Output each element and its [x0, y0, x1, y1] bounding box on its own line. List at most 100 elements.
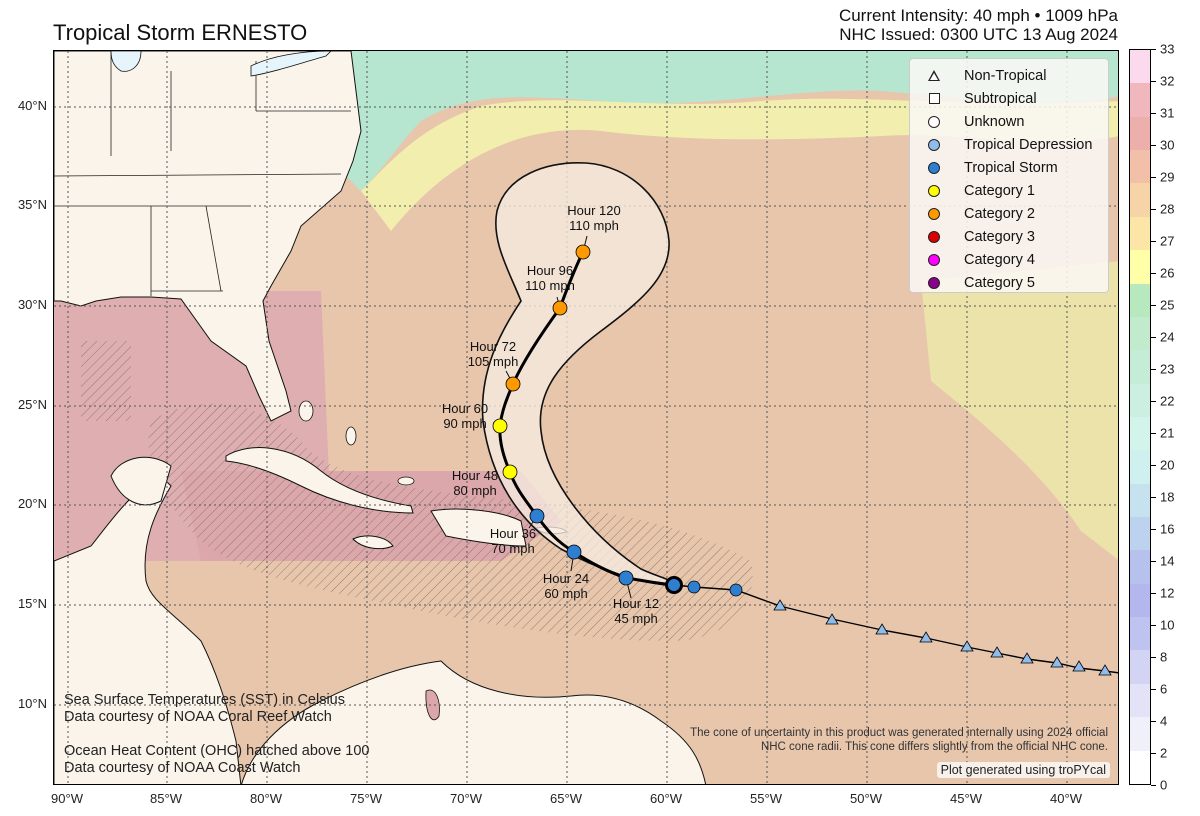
- colorbar-tick-label: 20: [1160, 457, 1175, 473]
- colorbar-segment: [1130, 316, 1150, 351]
- label-hour-12: Hour 12: [613, 596, 659, 611]
- label-wind-72: 105 mph: [468, 354, 519, 369]
- circle-icon: [926, 183, 942, 199]
- colorbar-tick: [1151, 625, 1156, 626]
- legend-item-subtropical: Subtropical: [910, 87, 1108, 110]
- colorbar-segment: [1130, 517, 1150, 551]
- colorbar-tick-label: 23: [1160, 361, 1175, 377]
- colorbar-tick-label: 26: [1160, 265, 1175, 281]
- legend-item-category-5: Category 5: [910, 271, 1108, 294]
- circle-icon: [926, 137, 942, 153]
- lon-label-80w: 80°W: [250, 791, 282, 806]
- colorbar-tick: [1151, 785, 1156, 786]
- land-south-america: [241, 660, 707, 784]
- colorbar-segment: [1130, 116, 1150, 151]
- square-icon: [926, 91, 942, 107]
- circle-icon: [926, 229, 942, 245]
- forecast-point-hour-24: [566, 544, 582, 560]
- colorbar-tick: [1151, 593, 1156, 594]
- past-track-points: [687, 580, 1112, 676]
- colorbar-tick-label: 31: [1160, 105, 1175, 121]
- lon-label-65w: 65°W: [550, 791, 582, 806]
- label-wind-24: 60 mph: [544, 586, 587, 601]
- colorbar-segment: [1130, 550, 1150, 584]
- colorbar-segment: [1130, 50, 1150, 84]
- land-jamaica: [352, 535, 394, 550]
- ohc-note: Ocean Heat Content (OHC) hatched above 1…: [64, 743, 370, 776]
- colorbar-tick-label: 33: [1160, 41, 1175, 57]
- ohc-hatched-gulf: [81, 341, 131, 421]
- colorbar-segment: [1130, 650, 1150, 684]
- lat-label-35n: 35°N: [17, 197, 47, 212]
- lon-label-55w: 55°W: [750, 791, 782, 806]
- colorbar-tick: [1151, 49, 1156, 50]
- colorbar-tick: [1151, 689, 1156, 690]
- colorbar-segment: [1130, 717, 1150, 751]
- colorbar-tick-label: 29: [1160, 169, 1175, 185]
- lat-label-30n: 30°N: [17, 297, 47, 312]
- colorbar-tick: [1151, 113, 1156, 114]
- legend-item-category-4: Category 4: [910, 248, 1108, 271]
- colorbar-tick: [1151, 273, 1156, 274]
- lake-maracaibo: [425, 689, 440, 721]
- label-wind-120: 110 mph: [569, 218, 619, 233]
- legend-item-non-tropical: Non-Tropical: [910, 64, 1108, 87]
- colorbar-tick: [1151, 561, 1156, 562]
- colorbar-segment: [1130, 83, 1150, 117]
- forecast-point-hour-96: [552, 300, 568, 316]
- lon-label-85w: 85°W: [150, 791, 182, 806]
- colorbar-segment: [1130, 350, 1150, 384]
- lon-label-50w: 50°W: [850, 791, 882, 806]
- legend-item-category-2: Category 2: [910, 202, 1108, 225]
- lon-label-90w: 90°W: [51, 791, 83, 806]
- current-position-marker[interactable]: [665, 576, 683, 594]
- lon-label-40w: 40°W: [1050, 791, 1082, 806]
- land-yucatan: [110, 456, 172, 506]
- circle-icon: [926, 160, 942, 176]
- colorbar-tick: [1151, 145, 1156, 146]
- colorbar-tick-label: 16: [1160, 521, 1175, 537]
- colorbar-segment: [1130, 216, 1150, 251]
- label-hour-96: Hour 96: [527, 263, 573, 278]
- colorbar-segment: [1130, 617, 1150, 651]
- label-wind-60: 90 mph: [443, 416, 486, 431]
- label-hour-24: Hour 24: [543, 571, 589, 586]
- circle-icon: [926, 114, 942, 130]
- colorbar-segment: [1130, 283, 1150, 317]
- label-wind-96: 110 mph: [525, 278, 575, 293]
- colorbar-tick-label: 22: [1160, 393, 1175, 409]
- lon-label-45w: 45°W: [950, 791, 982, 806]
- forecast-point-hour-60: [492, 418, 508, 434]
- legend-item-category-3: Category 3: [910, 225, 1108, 248]
- circle-icon: [926, 252, 942, 268]
- colorbar-segment: [1130, 183, 1150, 217]
- colorbar-segment: [1130, 683, 1150, 718]
- sst-east-yellow: [921, 261, 1118, 560]
- map-canvas: Hour 12 45 mph Hour 24 60 mph Hour 36 70…: [54, 51, 1118, 784]
- colorbar-segment: [1130, 250, 1150, 284]
- forecast-point-hour-72: [505, 376, 521, 392]
- colorbar-segment: [1130, 416, 1150, 451]
- sst-colorbar: [1129, 49, 1151, 785]
- colorbar-tick: [1151, 241, 1156, 242]
- land-cuba: [225, 447, 414, 514]
- label-hour-120: Hour 120: [567, 203, 620, 218]
- colorbar-tick: [1151, 465, 1156, 466]
- lat-label-10n: 10°N: [17, 696, 47, 711]
- colorbar-tick-label: 0: [1160, 777, 1168, 793]
- colorbar-segment: [1130, 750, 1150, 784]
- colorbar-segment: [1130, 383, 1150, 417]
- colorbar-tick-label: 32: [1160, 73, 1175, 89]
- label-wind-48: 80 mph: [453, 483, 496, 498]
- lat-label-15n: 15°N: [17, 596, 47, 611]
- label-wind-36: 70 mph: [491, 541, 534, 556]
- nhc-issued-time: NHC Issued: 0300 UTC 13 Aug 2024: [839, 25, 1118, 44]
- cone-of-uncertainty: [481, 162, 675, 587]
- sst-note: Sea Surface Temperatures (SST) in Celsiu…: [64, 692, 345, 725]
- colorbar-tick: [1151, 753, 1156, 754]
- land-united-states: [54, 51, 362, 422]
- colorbar-tick: [1151, 209, 1156, 210]
- colorbar-tick: [1151, 81, 1156, 82]
- land-hispaniola: [430, 508, 527, 547]
- circle-icon: [926, 206, 942, 222]
